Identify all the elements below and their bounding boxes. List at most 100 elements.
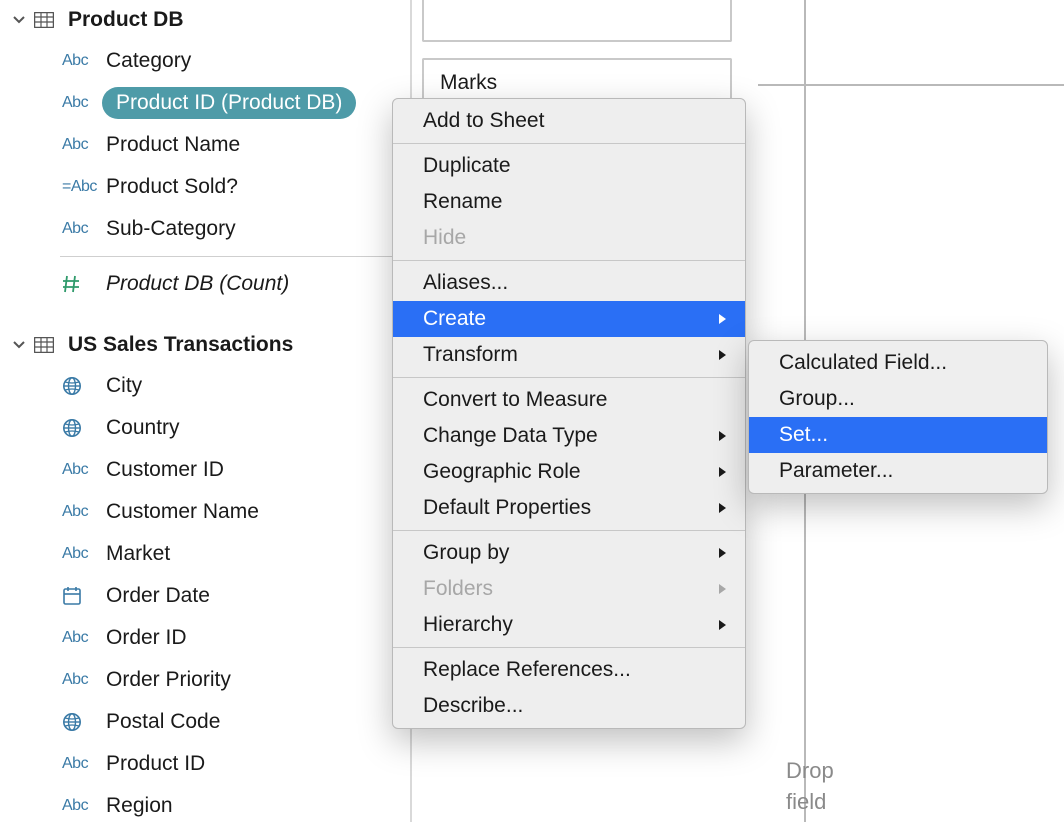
menu-label: Group... <box>779 387 855 411</box>
menu-hierarchy[interactable]: Hierarchy <box>393 607 745 643</box>
card-outline-top <box>422 0 732 42</box>
submenu-parameter[interactable]: Parameter... <box>749 453 1047 489</box>
menu-label: Folders <box>423 577 493 601</box>
menu-separator <box>393 530 745 531</box>
drop-line1: Drop <box>786 756 834 787</box>
field-customer-id[interactable]: Abc Customer ID <box>0 449 410 491</box>
field-country[interactable]: Country <box>0 407 410 449</box>
submenu-arrow-icon <box>718 583 727 595</box>
menu-transform[interactable]: Transform <box>393 337 745 373</box>
field-label: Sub-Category <box>106 217 236 241</box>
divider <box>60 256 410 257</box>
menu-label: Geographic Role <box>423 460 581 484</box>
menu-default-properties[interactable]: Default Properties <box>393 490 745 526</box>
drop-line2: field <box>786 787 834 818</box>
submenu-arrow-icon <box>718 349 727 361</box>
field-product-id-sales[interactable]: Abc Product ID <box>0 743 410 785</box>
menu-separator <box>393 377 745 378</box>
menu-separator <box>393 647 745 648</box>
menu-label: Describe... <box>423 694 523 718</box>
field-label: Product ID <box>106 752 205 776</box>
menu-add-to-sheet[interactable]: Add to Sheet <box>393 103 745 139</box>
field-market[interactable]: Abc Market <box>0 533 410 575</box>
field-sub-category[interactable]: Abc Sub-Category <box>0 208 410 250</box>
menu-label: Calculated Field... <box>779 351 947 375</box>
menu-rename[interactable]: Rename <box>393 184 745 220</box>
field-category[interactable]: Abc Category <box>0 40 410 82</box>
field-product-id-selected[interactable]: Abc Product ID (Product DB) <box>0 82 410 124</box>
table-icon <box>30 337 58 353</box>
menu-hide: Hide <box>393 220 745 256</box>
field-product-name[interactable]: Abc Product Name <box>0 124 410 166</box>
menu-separator <box>393 143 745 144</box>
globe-icon <box>62 376 106 396</box>
field-label: Product DB (Count) <box>106 272 289 296</box>
submenu-group[interactable]: Group... <box>749 381 1047 417</box>
field-pill-label: Product ID (Product DB) <box>116 91 342 115</box>
chevron-down-icon <box>8 16 30 24</box>
field-product-db-count[interactable]: Product DB (Count) <box>0 263 410 305</box>
abc-icon: Abc <box>62 136 106 154</box>
menu-label: Set... <box>779 423 828 447</box>
menu-create[interactable]: Create <box>393 301 745 337</box>
field-order-priority[interactable]: Abc Order Priority <box>0 659 410 701</box>
abc-icon: Abc <box>62 461 106 479</box>
submenu-arrow-icon <box>718 502 727 514</box>
submenu-arrow-icon <box>718 547 727 559</box>
menu-replace-references[interactable]: Replace References... <box>393 652 745 688</box>
marks-title: Marks <box>440 71 497 95</box>
menu-change-data-type[interactable]: Change Data Type <box>393 418 745 454</box>
create-submenu: Calculated Field... Group... Set... Para… <box>748 340 1048 494</box>
submenu-calculated-field[interactable]: Calculated Field... <box>749 345 1047 381</box>
field-product-sold[interactable]: =Abc Product Sold? <box>0 166 410 208</box>
submenu-set[interactable]: Set... <box>749 417 1047 453</box>
menu-group-by[interactable]: Group by <box>393 535 745 571</box>
menu-label: Transform <box>423 343 518 367</box>
menu-label: Create <box>423 307 486 331</box>
field-label: Region <box>106 794 173 818</box>
menu-label: Add to Sheet <box>423 109 544 133</box>
abc-icon: Abc <box>62 94 106 112</box>
field-label: Customer Name <box>106 500 259 524</box>
menu-duplicate[interactable]: Duplicate <box>393 148 745 184</box>
context-menu: Add to Sheet Duplicate Rename Hide Alias… <box>392 98 746 729</box>
date-icon <box>62 586 106 606</box>
field-label: Country <box>106 416 180 440</box>
submenu-arrow-icon <box>718 619 727 631</box>
field-customer-name[interactable]: Abc Customer Name <box>0 491 410 533</box>
field-postal-code[interactable]: Postal Code <box>0 701 410 743</box>
field-label: Market <box>106 542 170 566</box>
chevron-down-icon <box>8 341 30 349</box>
abc-icon: Abc <box>62 503 106 521</box>
number-icon <box>62 275 106 293</box>
menu-label: Group by <box>423 541 509 565</box>
field-region[interactable]: Abc Region <box>0 785 410 827</box>
field-label: Order Date <box>106 584 210 608</box>
field-label: Product Sold? <box>106 175 238 199</box>
field-label: Category <box>106 49 191 73</box>
field-label: Product Name <box>106 133 240 157</box>
calc-abc-icon: =Abc <box>62 178 106 196</box>
field-label: Customer ID <box>106 458 224 482</box>
drop-field-hint: Drop field <box>786 756 834 818</box>
menu-convert-to-measure[interactable]: Convert to Measure <box>393 382 745 418</box>
menu-label: Rename <box>423 190 502 214</box>
table-header-us-sales[interactable]: US Sales Transactions <box>0 325 410 365</box>
table-header-product-db[interactable]: Product DB <box>0 0 410 40</box>
menu-aliases[interactable]: Aliases... <box>393 265 745 301</box>
menu-label: Hide <box>423 226 466 250</box>
abc-icon: Abc <box>62 52 106 70</box>
menu-label: Parameter... <box>779 459 893 483</box>
menu-describe[interactable]: Describe... <box>393 688 745 724</box>
field-order-id[interactable]: Abc Order ID <box>0 617 410 659</box>
menu-label: Replace References... <box>423 658 631 682</box>
field-order-date[interactable]: Order Date <box>0 575 410 617</box>
submenu-arrow-icon <box>718 430 727 442</box>
menu-separator <box>393 260 745 261</box>
abc-icon: Abc <box>62 797 106 815</box>
menu-geographic-role[interactable]: Geographic Role <box>393 454 745 490</box>
field-pill-product-id[interactable]: Product ID (Product DB) <box>102 87 356 119</box>
abc-icon: Abc <box>62 671 106 689</box>
menu-label: Hierarchy <box>423 613 513 637</box>
field-city[interactable]: City <box>0 365 410 407</box>
